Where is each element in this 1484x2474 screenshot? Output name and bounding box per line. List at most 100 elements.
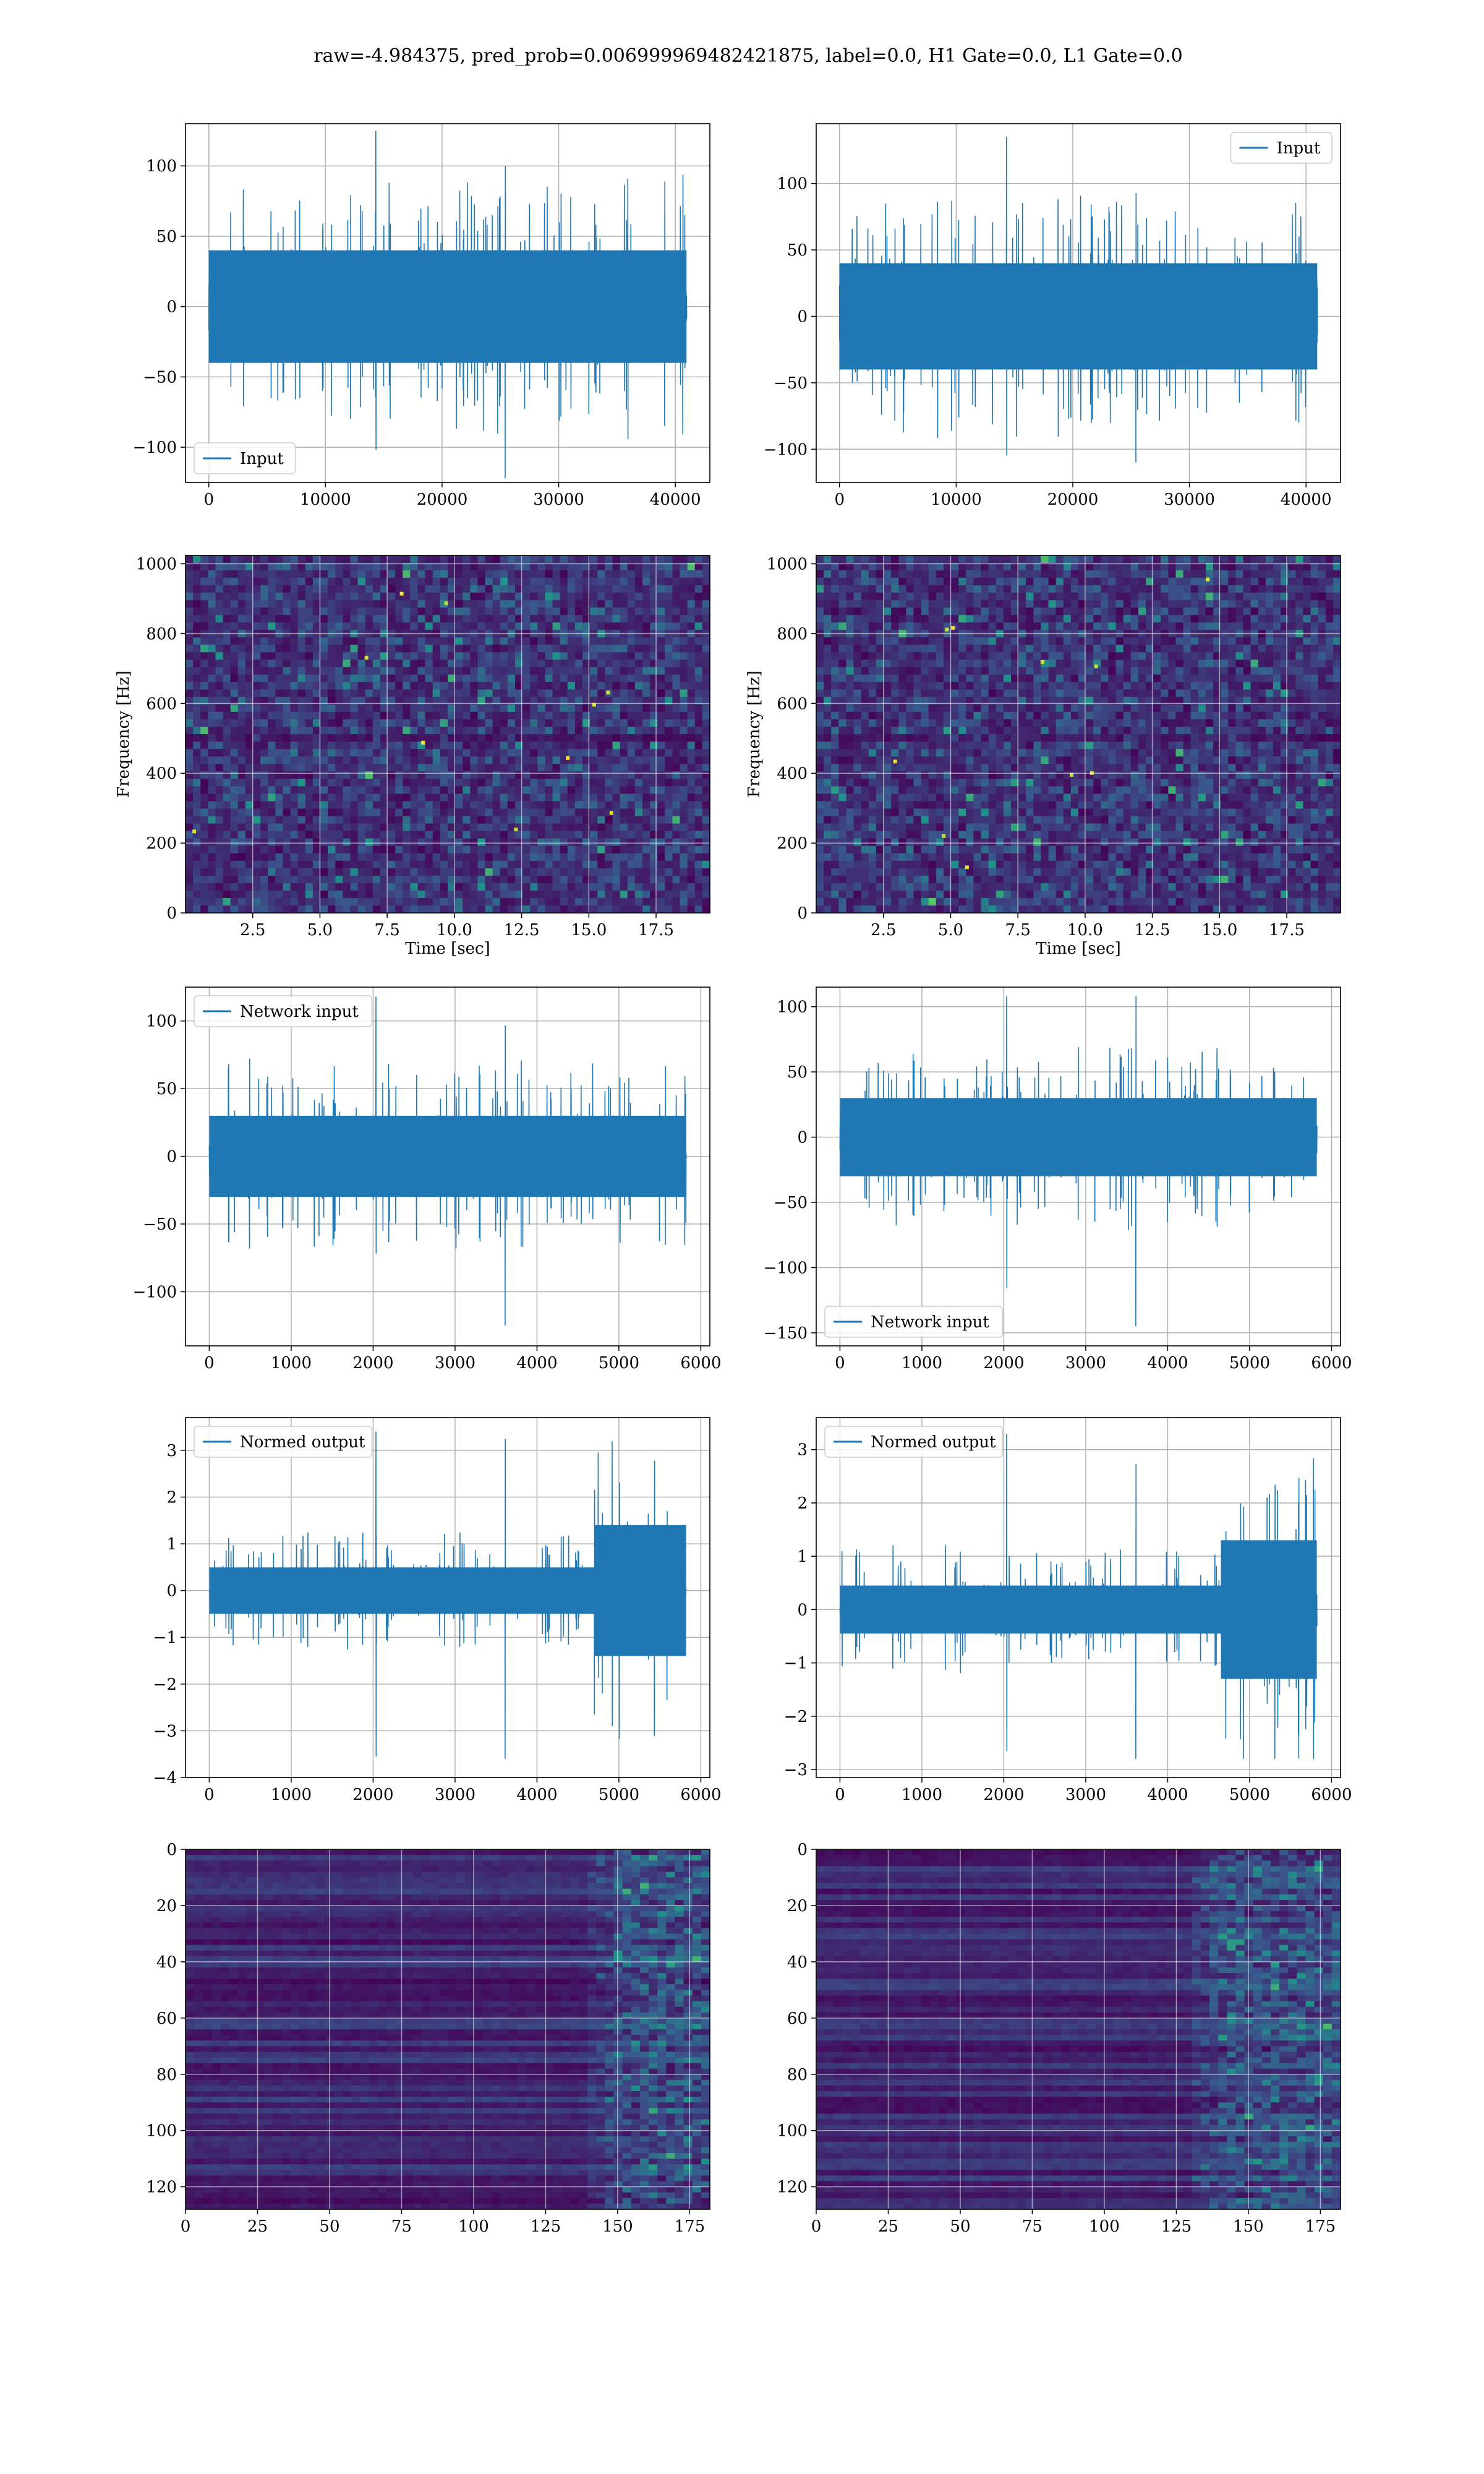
heatmap-cell: [1033, 667, 1042, 675]
heatmap-cell: [567, 578, 576, 586]
heatmap-cell: [485, 622, 493, 631]
heatmap-cell: [507, 555, 516, 563]
heatmap-cell: [492, 749, 501, 757]
heatmap-cell: [943, 883, 952, 891]
heatmap-cell: [1003, 794, 1012, 802]
heatmap-cell: [350, 570, 359, 578]
heatmap-cell: [680, 734, 688, 742]
heatmap-cell: [283, 779, 291, 787]
heatmap-cell: [253, 845, 261, 854]
heatmap-cell: [981, 749, 989, 757]
heatmap-cell: [357, 816, 366, 824]
heatmap-cell: [448, 749, 456, 757]
heatmap-cell: [1033, 868, 1042, 876]
heatmap-cell: [680, 845, 688, 854]
heatmap-cell: [665, 756, 673, 764]
heatmap-cell: [343, 794, 351, 802]
heatmap-cell: [357, 696, 366, 705]
heatmap-cell: [545, 711, 553, 720]
heatmap-cell: [612, 779, 621, 787]
heatmap-cell: [485, 674, 493, 683]
heatmap-cell: [335, 674, 343, 683]
heatmap-cell: [186, 905, 194, 913]
heatmap-cell: [283, 637, 291, 646]
heatmap-cell: [1033, 578, 1042, 586]
heatmap-cell: [253, 801, 261, 810]
heatmap-cell: [380, 764, 388, 772]
heatmap-cell: [958, 786, 966, 794]
y-tick-label: 50: [156, 228, 177, 246]
heatmap-cell: [275, 831, 284, 839]
heatmap-cell: [831, 593, 839, 601]
heatmap-cell: [650, 600, 658, 608]
heatmap-cell: [906, 801, 915, 810]
heatmap-cell: [417, 674, 426, 683]
heatmap-cell: [1033, 600, 1042, 608]
heatmap-cell: [403, 756, 411, 764]
heatmap-cell: [913, 883, 922, 891]
heatmap-cell: [560, 875, 568, 884]
heatmap-cell: [328, 689, 336, 698]
heatmap-cell: [357, 563, 366, 571]
heatmap-cell: [260, 570, 268, 578]
heatmap-cell: [335, 868, 343, 876]
heatmap-cell: [463, 838, 471, 847]
heatmap-cell: [260, 764, 268, 772]
heatmap-cell: [913, 897, 922, 906]
heatmap-cell: [891, 838, 899, 847]
heatmap-cell: [672, 689, 681, 698]
heatmap-cell: [388, 808, 396, 817]
heatmap-cell: [612, 615, 621, 623]
heatmap-cell: [245, 615, 254, 623]
heatmap-cell: [838, 756, 847, 764]
heatmap-cell: [560, 682, 568, 690]
heatmap-cell: [537, 659, 546, 668]
heatmap-cell: [477, 578, 486, 586]
heatmap-cell: [958, 801, 966, 810]
heatmap-cell: [672, 704, 681, 713]
heatmap-cell: [936, 607, 944, 615]
heatmap-cell: [230, 823, 239, 832]
heatmap-cell: [921, 853, 929, 862]
heatmap-cell: [200, 555, 208, 563]
heatmap-cell: [283, 875, 291, 884]
heatmap-cell: [921, 600, 929, 608]
heatmap-cell: [350, 726, 359, 735]
heatmap-cell: [186, 593, 194, 601]
heatmap-cell: [312, 860, 321, 869]
heatmap-cell: [898, 667, 906, 675]
heatmap-cell: [403, 696, 411, 705]
heatmap-cell: [200, 563, 208, 571]
heatmap-cell: [275, 607, 284, 615]
heatmap-cell: [320, 734, 328, 742]
heatmap-cell: [372, 711, 381, 720]
heatmap-cell: [343, 823, 351, 832]
heatmap-cell: [470, 734, 479, 742]
heatmap-cell: [694, 801, 703, 810]
heatmap-cell: [320, 704, 328, 713]
heatmap-cell: [290, 860, 299, 869]
heatmap-cell: [500, 779, 508, 787]
heatmap-cell: [320, 860, 328, 869]
heatmap-cell: [463, 659, 471, 668]
heatmap-cell: [477, 585, 486, 593]
heatmap-cell: [552, 845, 561, 854]
heatmap-cell: [868, 600, 877, 608]
heatmap-cell: [463, 615, 471, 623]
heatmap-cell: [500, 585, 508, 593]
heatmap-cell: [620, 615, 628, 623]
heatmap-cell: [312, 600, 321, 608]
heatmap-cell: [574, 845, 583, 854]
heatmap-cell: [395, 868, 403, 876]
heatmap-cell: [1010, 667, 1019, 675]
heatmap-cell: [507, 570, 516, 578]
heatmap-cell: [966, 555, 974, 563]
heatmap-cell: [186, 756, 194, 764]
heatmap-cell: [365, 689, 373, 698]
heatmap-cell: [906, 742, 915, 750]
heatmap-cell: [973, 593, 982, 601]
heatmap-cell: [913, 682, 922, 690]
heatmap-cell: [687, 659, 696, 668]
heatmap-cell: [1003, 749, 1012, 757]
heatmap-cell: [605, 696, 613, 705]
